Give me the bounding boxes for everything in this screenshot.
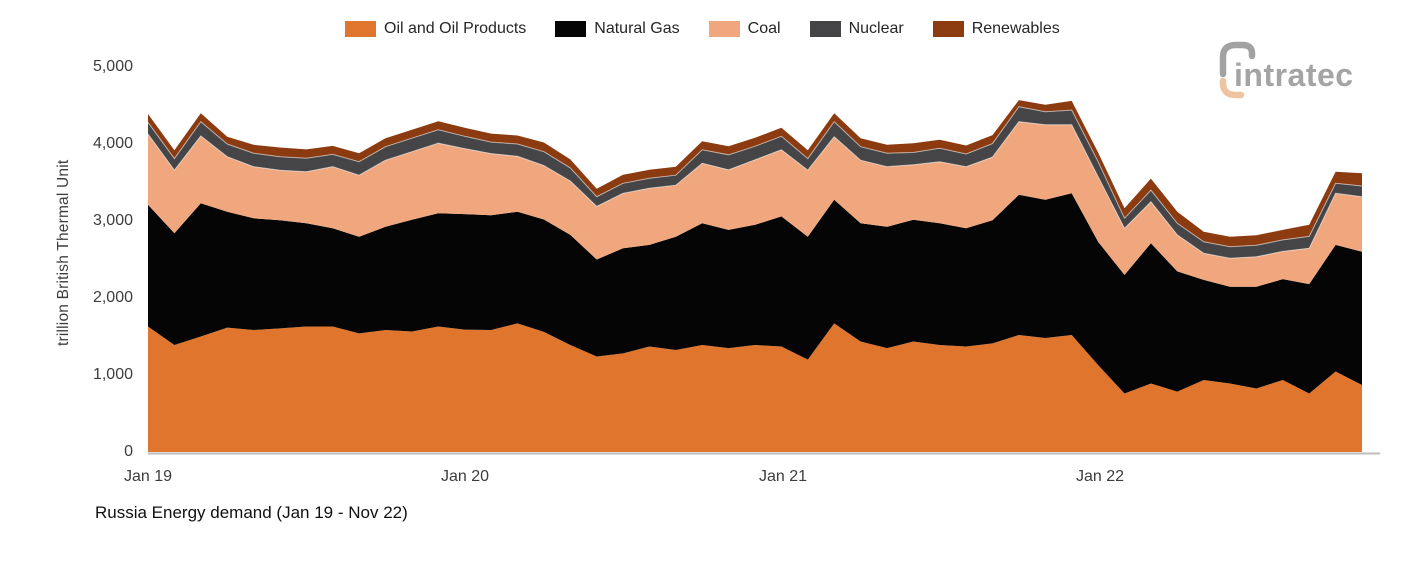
y-axis-tick: 0 bbox=[124, 443, 133, 460]
legend-item-coal[interactable]: Coal bbox=[708, 20, 781, 38]
logo-wordmark: intratec bbox=[1234, 57, 1354, 93]
legend-label-natural-gas: Natural Gas bbox=[594, 20, 680, 37]
x-axis-tick: Jan 21 bbox=[758, 468, 808, 485]
y-axis-tick: 1,000 bbox=[92, 366, 133, 383]
chart-title: Russia Energy demand (Jan 19 - Nov 22) bbox=[95, 503, 408, 522]
intratec-logo: intratec bbox=[1214, 38, 1384, 105]
legend-swatch-natural-gas bbox=[555, 21, 587, 37]
y-axis-tick: 3,000 bbox=[92, 212, 133, 229]
legend-label-coal: Coal bbox=[747, 20, 781, 37]
logo-arc-top-icon bbox=[1219, 41, 1256, 78]
legend-item-oil[interactable]: Oil and Oil Products bbox=[345, 20, 526, 38]
legend-swatch-nuclear bbox=[809, 21, 841, 37]
area-coal bbox=[148, 121, 1362, 287]
y-axis-tick: 4,000 bbox=[92, 135, 133, 152]
series-separator-line bbox=[147, 106, 1363, 248]
legend-swatch-oil bbox=[345, 21, 376, 37]
legend-label-oil: Oil and Oil Products bbox=[384, 20, 527, 37]
legend-swatch-coal bbox=[708, 21, 740, 37]
x-axis-tick: Jan 22 bbox=[1075, 468, 1125, 485]
legend-item-natural-gas[interactable]: Natural Gas bbox=[555, 20, 680, 38]
area-nuclear bbox=[148, 106, 1362, 259]
legend-label-nuclear: Nuclear bbox=[848, 20, 904, 37]
x-axis-tick: Jan 19 bbox=[123, 468, 173, 485]
y-axis-tick: 5,000 bbox=[92, 58, 133, 75]
chart-areas bbox=[147, 100, 1363, 452]
legend-item-renewables[interactable]: Renewables bbox=[932, 20, 1060, 38]
intratec-logo-graphic: intratec bbox=[1219, 41, 1354, 99]
area-natural-gas bbox=[148, 193, 1362, 394]
legend-swatch-renewables bbox=[932, 21, 964, 37]
area-oil-and-oil-products bbox=[148, 323, 1362, 452]
y-axis-tick: 2,000 bbox=[92, 289, 133, 306]
series-separator-line bbox=[147, 121, 1363, 259]
x-axis-tick: Jan 20 bbox=[440, 468, 490, 485]
legend-label-renewables: Renewables bbox=[971, 20, 1060, 37]
logo-arc-bottom-icon bbox=[1219, 77, 1245, 99]
legend-item-nuclear[interactable]: Nuclear bbox=[809, 20, 904, 38]
y-axis-title: trillion British Thermal Unit bbox=[55, 159, 72, 347]
chart-legend: Oil and Oil Products Natural Gas Coal Nu… bbox=[345, 20, 1060, 38]
